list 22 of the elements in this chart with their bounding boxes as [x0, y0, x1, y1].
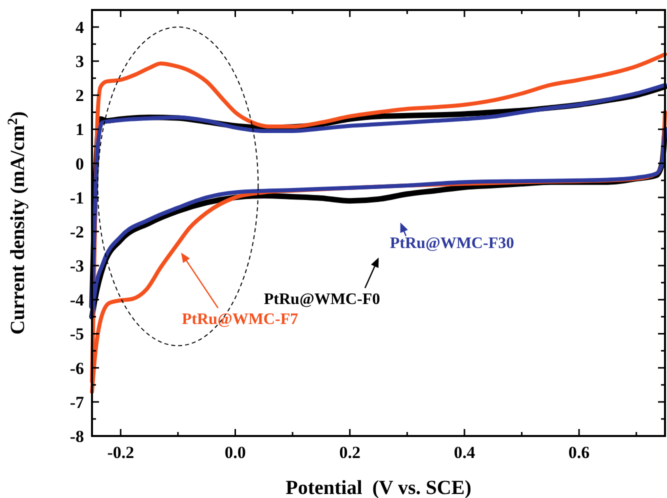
y-tick-label: 4: [76, 18, 84, 37]
y-tick-label: 0: [76, 154, 84, 174]
y-tick-label: -4: [70, 290, 84, 310]
y-tick-label: 2: [76, 86, 84, 106]
y-tick-label: -6: [70, 358, 84, 378]
y-tick-label: -7: [70, 392, 84, 412]
x-tick-label: 0.6: [568, 443, 590, 462]
text: PtRu@WMC-F7: [182, 311, 298, 328]
x-tick-label: -0.2: [107, 443, 134, 462]
y-tick-label: -2: [70, 222, 84, 242]
legend-label: PtRu@WMC-F30: [390, 235, 514, 252]
x-axis-title: Potential (V vs. SCE): [286, 477, 472, 498]
y-tick-label: 1: [76, 120, 84, 140]
y-tick-label: -8: [70, 426, 84, 446]
x-tick-label: 0.2: [339, 443, 360, 462]
legend-label: PtRu@WMC-F0: [264, 291, 380, 308]
y-tick-label: 3: [76, 52, 84, 72]
x-tick-label: 0.0: [224, 443, 246, 462]
y-tick-label: -1: [70, 188, 84, 208]
x-tick-label: 0.4: [454, 443, 476, 462]
y-tick-label: -5: [70, 324, 84, 344]
y-tick-label: -3: [70, 256, 84, 276]
